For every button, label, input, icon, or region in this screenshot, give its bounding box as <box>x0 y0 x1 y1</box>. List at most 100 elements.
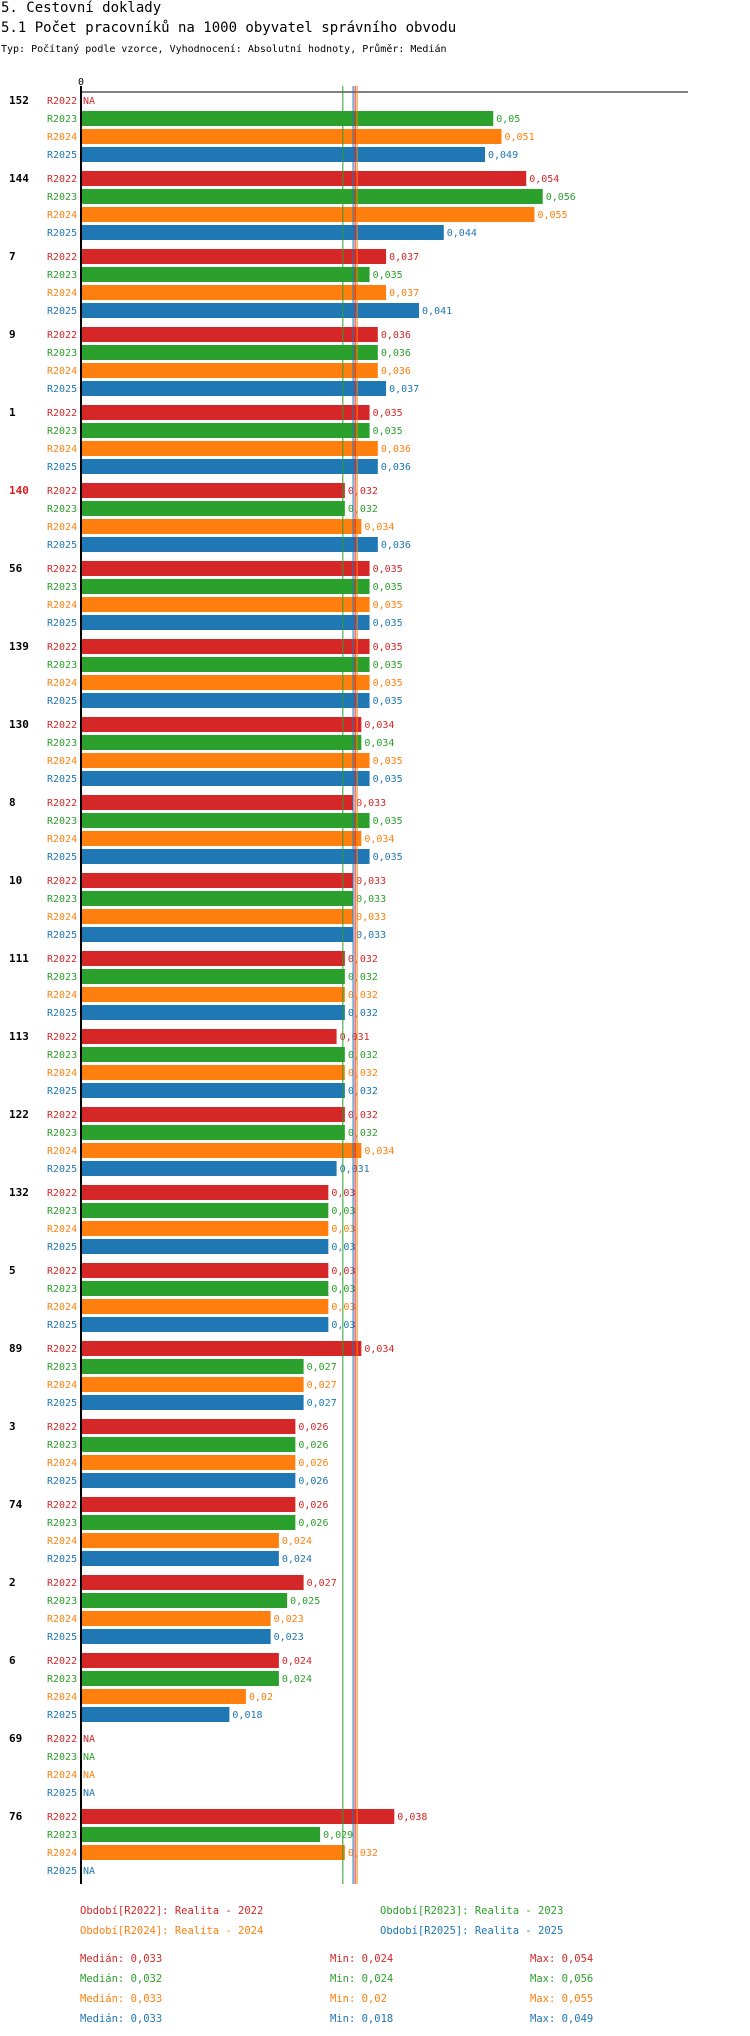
data-label: 0,034 <box>364 834 394 845</box>
bar-R2024 <box>81 285 387 300</box>
series-row-label: R2024 <box>47 678 77 689</box>
group-label: 2 <box>9 1576 16 1589</box>
bar-R2025 <box>81 849 370 864</box>
series-row-label: R2022 <box>47 954 77 965</box>
series-row-label: R2025 <box>47 540 77 551</box>
data-label: 0,023 <box>274 1632 304 1643</box>
bar-R2022 <box>81 795 354 810</box>
data-label: 0,03 <box>331 1320 355 1331</box>
data-label: 0,037 <box>389 288 419 299</box>
data-label: 0,032 <box>348 1128 378 1139</box>
group-label: 9 <box>9 328 16 341</box>
data-label: 0,035 <box>373 408 403 419</box>
series-row-label: R2023 <box>47 192 77 203</box>
data-label: 0,036 <box>381 444 411 455</box>
bar-R2025 <box>81 1707 230 1722</box>
bar-R2024 <box>81 597 370 612</box>
bar-R2025 <box>81 459 378 474</box>
data-label: 0,032 <box>348 972 378 983</box>
series-row-label: R2024 <box>47 990 77 1001</box>
bar-R2024 <box>81 441 378 456</box>
series-row-label: R2024 <box>47 1068 77 1079</box>
series-row-label: R2024 <box>47 756 77 767</box>
series-row-label: R2024 <box>47 1458 77 1469</box>
bar-R2024 <box>81 753 370 768</box>
stat-median-R2025: Medián: 0,033 <box>80 2013 163 2025</box>
series-row-label: R2023 <box>47 582 77 593</box>
bar-R2023 <box>81 267 370 282</box>
series-row-label: R2024 <box>47 1146 77 1157</box>
series-row-label: R2022 <box>47 486 77 497</box>
series-row-label: R2024 <box>47 1380 77 1391</box>
bar-R2023 <box>81 1827 321 1842</box>
data-label: 0,035 <box>373 270 403 281</box>
stat-median-R2022: Medián: 0,033 <box>80 1953 163 1965</box>
bar-R2023 <box>81 423 370 438</box>
stat-max-R2025: Max: 0,049 <box>530 2013 594 2025</box>
bar-R2022 <box>81 639 370 654</box>
data-label: 0,034 <box>364 522 394 533</box>
series-row-label: R2023 <box>47 1518 77 1529</box>
bar-R2025 <box>81 1551 279 1566</box>
data-label: 0,035 <box>373 618 403 629</box>
data-label: 0,03 <box>331 1242 355 1253</box>
bar-R2023 <box>81 501 345 516</box>
data-label: 0,035 <box>373 600 403 611</box>
series-row-label: R2022 <box>47 252 77 263</box>
series-row-label: R2022 <box>47 876 77 887</box>
bar-R2024 <box>81 129 502 144</box>
series-row-label: R2023 <box>47 660 77 671</box>
bar-R2025 <box>81 693 370 708</box>
series-row-label: R2024 <box>47 1224 77 1235</box>
bar-R2023 <box>81 1203 329 1218</box>
series-row-label: R2025 <box>47 1086 77 1097</box>
data-label: 0,026 <box>298 1476 328 1487</box>
bar-R2024 <box>81 1611 271 1626</box>
bar-R2025 <box>81 1005 345 1020</box>
series-row-label: R2025 <box>47 228 77 239</box>
series-row-label: R2024 <box>47 1614 77 1625</box>
group-label: 56 <box>9 562 23 575</box>
bar-R2023 <box>81 891 354 906</box>
series-row-label: R2023 <box>47 1284 77 1295</box>
bar-R2023 <box>81 1281 329 1296</box>
data-label: 0,03 <box>331 1188 355 1199</box>
bar-R2024 <box>81 1845 345 1860</box>
bar-R2022 <box>81 1497 296 1512</box>
group-label: 152 <box>9 94 29 107</box>
data-label: 0,03 <box>331 1284 355 1295</box>
data-label: 0,027 <box>307 1380 337 1391</box>
series-row-label: R2025 <box>47 150 77 161</box>
data-label: 0,036 <box>381 348 411 359</box>
series-row-label: R2025 <box>47 1320 77 1331</box>
data-label: 0,041 <box>422 306 452 317</box>
data-label: 0,032 <box>348 1086 378 1097</box>
bar-R2023 <box>81 657 370 672</box>
series-row-label: R2022 <box>47 96 77 107</box>
stat-min-R2023: Min: 0,024 <box>330 1973 394 1985</box>
data-label: 0,024 <box>282 1656 312 1667</box>
series-row-label: R2023 <box>47 1440 77 1451</box>
series-row-label: R2022 <box>47 1422 77 1433</box>
data-label: 0,036 <box>381 366 411 377</box>
stat-min-R2025: Min: 0,018 <box>330 2013 394 2025</box>
series-row-label: R2025 <box>47 1632 77 1643</box>
data-label: 0,024 <box>282 1536 312 1547</box>
series-row-label: R2023 <box>47 1752 77 1763</box>
group-label: 10 <box>9 874 22 887</box>
chart-subtitle: Typ: Počítaný podle vzorce, Vyhodnocení:… <box>1 44 447 55</box>
series-row-label: R2025 <box>47 1866 77 1877</box>
bar-R2025 <box>81 1629 271 1644</box>
group-label: 139 <box>9 640 29 653</box>
data-label: 0,032 <box>348 504 378 515</box>
data-label: 0,049 <box>488 150 518 161</box>
bar-R2023 <box>81 1671 279 1686</box>
data-label: 0,026 <box>298 1458 328 1469</box>
data-label: NA <box>83 1734 95 1745</box>
data-label: 0,032 <box>348 1110 378 1121</box>
group-label: 113 <box>9 1030 29 1043</box>
series-row-label: R2025 <box>47 1008 77 1019</box>
group-label: 144 <box>9 172 29 185</box>
bar-R2024 <box>81 1533 279 1548</box>
